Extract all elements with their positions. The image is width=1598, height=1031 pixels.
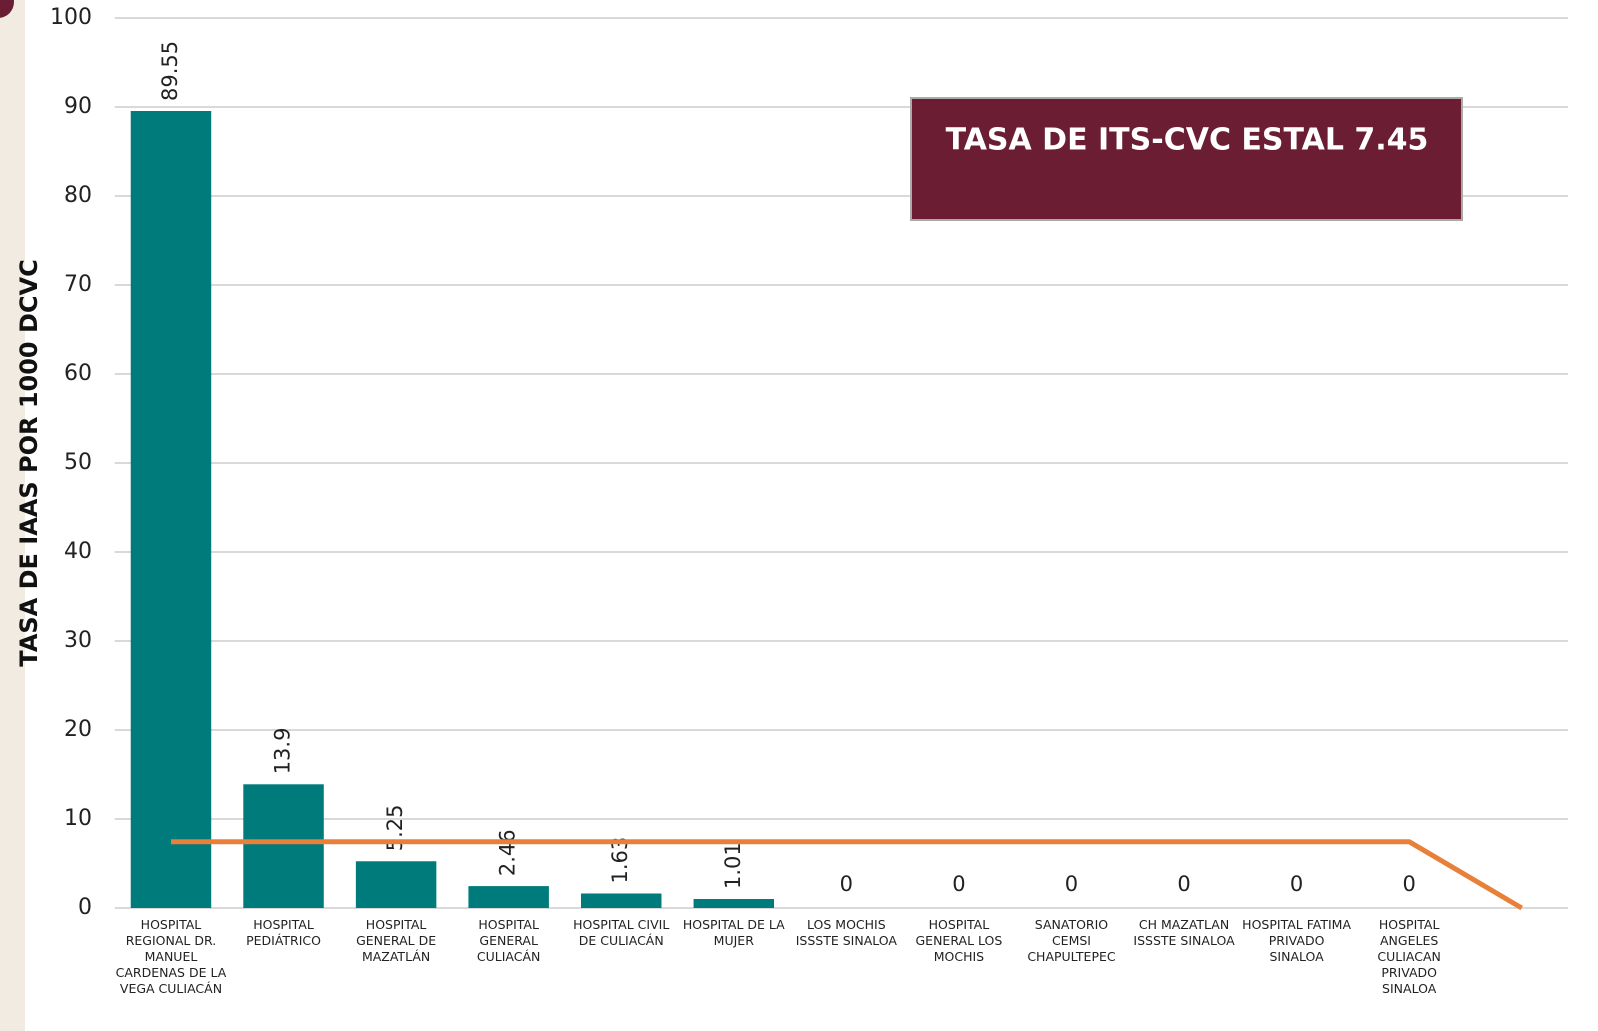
y-tick-label: 10 (64, 806, 92, 831)
x-tick-label: LOS MOCHIS ISSSTE SINALOA (790, 917, 902, 949)
x-tick-label: HOSPITAL ANGELES CULIACAN PRIVADO SINALO… (1353, 917, 1465, 997)
bar (131, 111, 211, 908)
y-tick-label: 90 (64, 94, 92, 119)
bar (581, 893, 661, 908)
value-label: 89.55 (158, 41, 182, 101)
x-tick-label: CH MAZATLAN ISSSTE SINALOA (1128, 917, 1240, 949)
x-tick-label: HOSPITAL GENERAL CULIACÁN (453, 917, 565, 965)
bar (356, 861, 436, 908)
y-tick-label: 100 (50, 5, 92, 30)
value-label: 0 (1290, 872, 1303, 896)
y-tick-label: 30 (64, 628, 92, 653)
annotation-box (911, 98, 1462, 220)
x-tick-label: SANATORIO CEMSI CHAPULTEPEC (1015, 917, 1127, 965)
x-tick-label: HOSPITAL GENERAL DE MAZATLÁN (340, 917, 452, 965)
y-tick-label: 40 (64, 539, 92, 564)
y-tick-label: 60 (64, 361, 92, 386)
chart: TASA DE IAAS POR 1000 DCVC 0 10 20 30 40 50 60… (0, 0, 1598, 1031)
x-tick-label: HOSPITAL FATIMA PRIVADO SINALOA (1241, 917, 1353, 965)
x-tick-label: HOSPITAL REGIONAL DR. MANUEL CARDENAS DE… (115, 917, 227, 997)
annotation: TASA DE ITS-CVC ESTAL 7.45 (946, 123, 1429, 158)
value-label: 2.46 (496, 829, 520, 876)
value-label: 0 (1065, 872, 1078, 896)
bar (243, 784, 323, 908)
y-tick-label: 0 (78, 895, 92, 920)
y-tick-label: 20 (64, 717, 92, 742)
value-label: 5.25 (383, 805, 407, 852)
page: TASA DE IAAS POR 1000 DCVC 0 10 20 30 40 50 60… (0, 0, 1598, 1031)
x-tick-label: HOSPITAL DE LA MUJER (678, 917, 790, 949)
y-tick-label: 70 (64, 272, 92, 297)
value-label: 0 (840, 872, 853, 896)
y-tick-label: 50 (64, 450, 92, 475)
y-tick-label: 80 (64, 183, 92, 208)
value-label: 0 (952, 872, 965, 896)
bar (694, 899, 774, 908)
x-tick-label: HOSPITAL CIVIL DE CULIACÁN (565, 917, 677, 949)
x-tick-label: HOSPITAL PEDIÁTRICO (228, 917, 340, 949)
value-label: 1.01 (721, 842, 745, 889)
x-tick-label: HOSPITAL GENERAL LOS MOCHIS (903, 917, 1015, 965)
value-label: 0 (1177, 872, 1190, 896)
value-label: 13.9 (271, 728, 295, 775)
y-axis-title: TASA DE IAAS POR 1000 DCVC (15, 259, 43, 666)
bar (468, 886, 548, 908)
value-label: 0 (1402, 872, 1415, 896)
